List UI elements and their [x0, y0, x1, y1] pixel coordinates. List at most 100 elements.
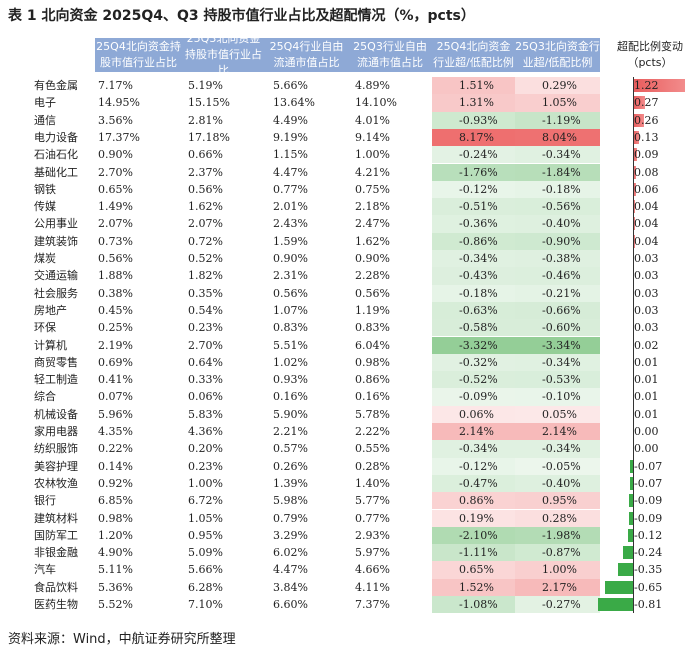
- industry-name: 石油石化: [34, 148, 78, 162]
- value-cell: 0.16%: [355, 390, 390, 404]
- value-cell: 5.97%: [355, 546, 390, 560]
- table-row: 纺织服饰 0.22% 0.20% 0.57% 0.55% -0.34% -0.34% 0.00: [0, 440, 700, 458]
- value-cell: -0.43%: [459, 269, 498, 283]
- heat-cell: [432, 423, 515, 441]
- heat-cell: [515, 250, 600, 268]
- value-cell: 0.06%: [188, 390, 223, 404]
- value-cell: 2.93%: [355, 528, 390, 542]
- heat-cell: [432, 578, 515, 596]
- value-cell: 9.19%: [273, 130, 308, 144]
- heat-cell: [515, 388, 600, 406]
- value-cell: 1.88%: [98, 269, 133, 283]
- value-cell: 0.90%: [98, 148, 133, 162]
- value-cell: 5.77%: [355, 494, 390, 508]
- value-cell: 0.22%: [98, 442, 133, 456]
- heat-cell: [432, 111, 515, 129]
- change-value: -0.09: [634, 494, 663, 508]
- source-note: 资料来源：Wind，中航证券研究所整理: [8, 632, 236, 647]
- heat-cell: [432, 94, 515, 112]
- column-header: 25Q4行业自由流通市值占比: [265, 38, 348, 72]
- value-cell: 1.07%: [273, 303, 308, 317]
- heat-cell: [432, 457, 515, 475]
- value-cell: 0.25%: [98, 321, 133, 335]
- value-cell: 3.56%: [98, 113, 133, 127]
- value-cell: 2.22%: [355, 425, 390, 438]
- heat-cell: [515, 336, 600, 354]
- table-title: 表 1 北向资金 2025Q4、Q3 持股市值行业占比及超配情况（%，pcts）: [8, 8, 475, 24]
- value-cell: 0.52%: [188, 252, 223, 265]
- change-value: -0.09: [634, 511, 663, 525]
- heat-cell: [432, 492, 515, 510]
- industry-name: 建筑材料: [34, 511, 78, 525]
- value-cell: 4.01%: [355, 113, 390, 127]
- zero-axis: [633, 77, 634, 614]
- heat-cell: [432, 198, 515, 216]
- heat-cell: [515, 578, 600, 596]
- industry-name: 煤炭: [34, 252, 56, 265]
- value-cell: 2.07%: [188, 217, 223, 231]
- table-row: 国防军工 1.20% 0.95% 3.29% 2.93% -2.10% -1.98% -0.1…: [0, 526, 700, 545]
- value-cell: 5.36%: [98, 580, 133, 594]
- value-cell: -0.38%: [542, 252, 581, 265]
- value-cell: 0.72%: [188, 234, 223, 248]
- table-row: 通信 3.56% 2.81% 4.49% 4.01% -0.93% -1.19% 0.26: [0, 111, 700, 129]
- value-cell: -3.34%: [542, 338, 581, 352]
- heat-cell: [515, 198, 600, 216]
- value-cell: 0.28%: [542, 511, 577, 525]
- industry-name: 建筑装饰: [34, 234, 78, 248]
- change-value: 0.01: [634, 407, 659, 421]
- value-cell: 0.56%: [98, 252, 133, 265]
- industry-name: 交通运输: [34, 269, 78, 283]
- heat-cell: [515, 94, 600, 112]
- value-cell: -0.24%: [459, 148, 498, 162]
- change-value: 1.22: [634, 79, 659, 92]
- heat-cell: [432, 215, 515, 233]
- heat-cell: [515, 492, 600, 510]
- value-cell: -2.10%: [459, 528, 498, 542]
- value-cell: -1.84%: [542, 165, 581, 179]
- change-value: -0.24: [634, 546, 663, 560]
- heat-cell: [432, 250, 515, 268]
- heat-cell: [432, 474, 515, 493]
- heat-cell: [515, 77, 600, 95]
- heat-cell: [515, 232, 600, 250]
- column-header: 25Q4北向资金行业超/低配比例: [432, 38, 515, 72]
- value-cell: 0.83%: [355, 321, 390, 335]
- change-bar: [605, 580, 633, 594]
- value-cell: -0.05%: [542, 459, 581, 473]
- heat-cell: [432, 319, 515, 337]
- heat-cell: [515, 180, 600, 199]
- change-value: 0.01: [634, 355, 659, 369]
- value-cell: 0.65%: [98, 182, 133, 196]
- value-cell: 0.90%: [355, 252, 390, 265]
- value-cell: 4.35%: [98, 425, 133, 438]
- value-cell: 6.60%: [273, 598, 308, 611]
- heat-cell: [432, 336, 515, 354]
- value-cell: 2.70%: [188, 338, 223, 352]
- column-header: 25Q3行业自由流通市值占比: [348, 38, 432, 72]
- table-row: 电力设备 17.37% 17.18% 9.19% 9.14% 8.17% 8.04% 0.13: [0, 128, 700, 147]
- value-cell: 6.02%: [273, 546, 308, 560]
- change-value: 0.00: [634, 442, 659, 456]
- value-cell: 2.31%: [273, 269, 308, 283]
- change-value: 0.08: [634, 165, 659, 179]
- industry-name: 美容护理: [34, 459, 78, 473]
- industry-name: 有色金属: [34, 79, 78, 92]
- heat-cell: [515, 405, 600, 423]
- table-row: 公用事业 2.07% 2.07% 2.43% 2.47% -0.36% -0.40% 0.04: [0, 215, 700, 233]
- change-bar: [629, 511, 633, 525]
- industry-name: 轻工制造: [34, 373, 78, 387]
- heat-cell: [432, 232, 515, 250]
- change-bar: [629, 494, 633, 508]
- value-cell: 0.66%: [188, 148, 223, 162]
- industry-name: 食品饮料: [34, 580, 78, 594]
- change-bar: [633, 96, 645, 110]
- value-cell: 1.62%: [355, 234, 390, 248]
- value-cell: 1.39%: [273, 476, 308, 490]
- heat-cell: [515, 267, 600, 285]
- change-value: 0.27: [634, 96, 659, 110]
- value-cell: 0.41%: [98, 373, 133, 387]
- heat-cell: [515, 111, 600, 129]
- heat-cell: [515, 440, 600, 458]
